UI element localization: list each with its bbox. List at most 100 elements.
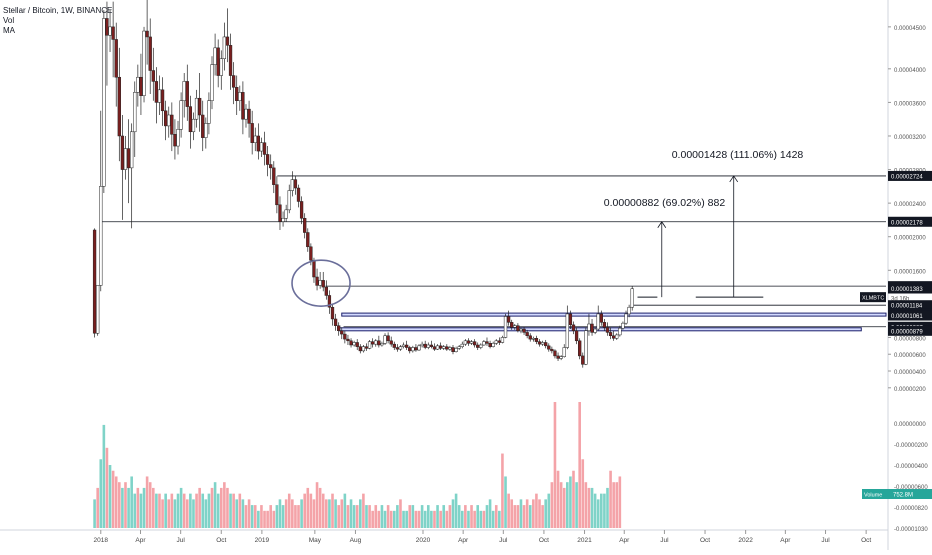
volume-bar bbox=[337, 505, 340, 528]
volume-bar bbox=[380, 505, 384, 528]
volume-bar bbox=[244, 505, 248, 528]
candle-body bbox=[528, 335, 532, 340]
candle-body bbox=[346, 338, 350, 342]
candle-body bbox=[117, 76, 121, 137]
volume-bar bbox=[535, 493, 538, 528]
measure-label: 0.00000882 (69.02%) 882 bbox=[604, 197, 726, 209]
legend-title[interactable]: Stellar / Bitcoin, 1W, BINANCE bbox=[3, 6, 113, 15]
volume-bar bbox=[151, 487, 155, 528]
candle-body bbox=[574, 330, 579, 342]
y-tick-label: 0.00001600 bbox=[894, 269, 926, 275]
volume-bar bbox=[396, 505, 399, 528]
volume-bar bbox=[569, 476, 572, 528]
price-label bbox=[888, 310, 932, 321]
measure-arrow-head bbox=[657, 221, 667, 228]
candle-body bbox=[426, 344, 430, 348]
volume-tick-label: -0.00000400 bbox=[894, 464, 928, 470]
volume-bar bbox=[318, 487, 322, 528]
candle-body bbox=[296, 187, 301, 202]
volume-bar bbox=[436, 505, 439, 528]
candle-body bbox=[235, 87, 239, 101]
x-tick-label: Aug bbox=[350, 537, 362, 544]
candle-body bbox=[126, 148, 131, 169]
candle-body bbox=[463, 340, 468, 345]
volume-bar bbox=[603, 493, 606, 528]
candle-body bbox=[225, 36, 230, 46]
volume-bar bbox=[408, 505, 412, 528]
candle-body bbox=[265, 154, 270, 165]
candle-body bbox=[556, 355, 560, 359]
candle-body bbox=[627, 306, 631, 315]
candle-body bbox=[497, 340, 501, 343]
candle-body bbox=[540, 342, 545, 345]
volume-bar bbox=[198, 487, 201, 528]
volume-bar bbox=[562, 487, 566, 528]
x-tick-label: Oct bbox=[216, 537, 226, 544]
volume-bar bbox=[439, 510, 442, 528]
support-zone bbox=[338, 327, 862, 332]
countdown-label: 3d 16h bbox=[891, 297, 909, 303]
legend-ma[interactable]: MA bbox=[3, 26, 15, 35]
candle-body bbox=[392, 343, 396, 348]
x-tick-label: 2020 bbox=[416, 537, 431, 544]
volume-bar bbox=[300, 499, 303, 528]
price-label-text: 0.00001061 bbox=[891, 314, 923, 320]
candle-body bbox=[191, 118, 196, 133]
volume-bar bbox=[606, 487, 609, 528]
candle-body bbox=[568, 313, 573, 326]
x-tick-label: Oct bbox=[700, 537, 710, 544]
price-axis: 0.00004500 0.00004000 0.00003600 0.00003200… bbox=[860, 26, 932, 533]
volume-bar bbox=[124, 482, 127, 528]
volume-bar bbox=[525, 499, 529, 528]
candle-body bbox=[299, 201, 304, 219]
volume-bar bbox=[528, 505, 532, 528]
candle-body bbox=[309, 246, 313, 261]
volume-bar bbox=[272, 510, 276, 528]
candle-body bbox=[442, 346, 446, 349]
candle-body bbox=[250, 123, 254, 143]
volume-bar bbox=[111, 470, 115, 528]
x-tick-label: Jul bbox=[499, 537, 508, 544]
legend-vol[interactable]: Vol bbox=[3, 16, 15, 25]
volume-bar bbox=[312, 499, 316, 528]
candle-body bbox=[355, 342, 359, 347]
candles bbox=[92, 0, 634, 368]
candle-body bbox=[405, 344, 409, 348]
candle-body bbox=[216, 47, 220, 76]
volume-bar bbox=[513, 505, 517, 528]
y-tick-label: 0.00003600 bbox=[894, 101, 926, 107]
candle-body bbox=[584, 330, 588, 365]
volume-bar bbox=[612, 482, 615, 528]
candle-body bbox=[596, 313, 600, 330]
volume-bar bbox=[263, 510, 266, 528]
candle-body bbox=[510, 322, 514, 328]
candle-body bbox=[306, 232, 310, 248]
volume-bar bbox=[374, 505, 378, 528]
candle-body bbox=[197, 97, 202, 116]
grid bbox=[0, 0, 889, 550]
candle-body bbox=[324, 286, 328, 296]
volume-bar bbox=[201, 493, 205, 528]
volume-bar bbox=[275, 505, 279, 528]
candle-body bbox=[92, 229, 97, 334]
x-tick-label: Jul bbox=[177, 537, 186, 544]
volume-bar bbox=[538, 499, 541, 528]
candle-body bbox=[253, 135, 257, 143]
volume-bar bbox=[278, 499, 282, 528]
candle-body bbox=[466, 340, 471, 344]
volume-bar bbox=[232, 493, 235, 528]
highlight-ellipse bbox=[291, 259, 351, 307]
volume-bar bbox=[257, 510, 260, 528]
candle-body bbox=[414, 347, 418, 351]
candle-body bbox=[460, 343, 464, 347]
candle-body bbox=[154, 81, 159, 103]
candle-body bbox=[343, 333, 347, 340]
volume-bar bbox=[590, 487, 594, 528]
candle-body bbox=[287, 190, 291, 211]
volume-bar bbox=[386, 505, 390, 528]
volume-value-text: 752.8M bbox=[893, 493, 913, 499]
volume-bar bbox=[433, 510, 436, 528]
candle-body bbox=[123, 148, 128, 170]
volume-bar bbox=[325, 499, 328, 528]
